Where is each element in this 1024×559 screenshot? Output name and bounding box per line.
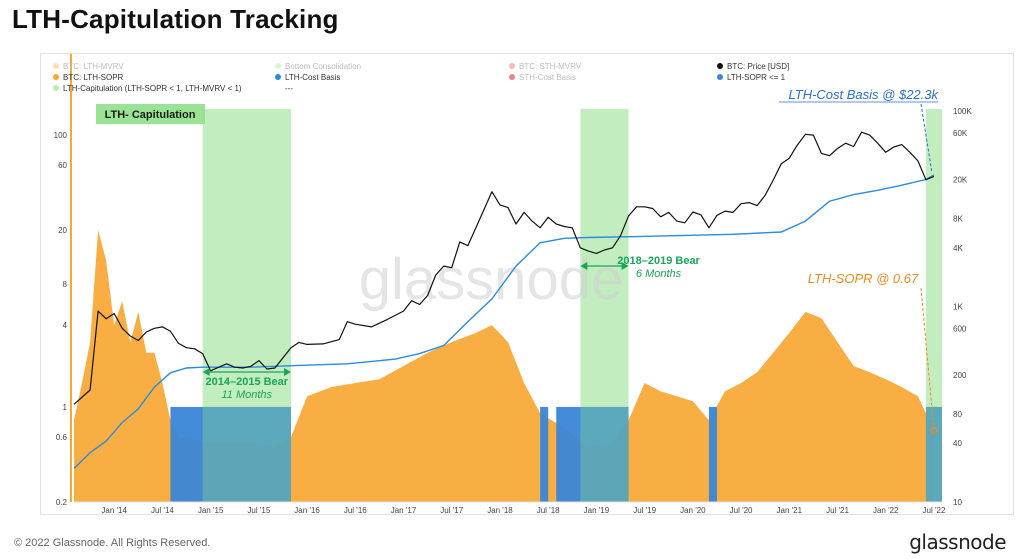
y-left-tick-label: 4 xyxy=(63,321,68,330)
legend-item-label: STH-Cost Basis xyxy=(519,73,576,82)
y-left-tick-label: 1 xyxy=(63,403,68,412)
y-right-tick-label: 60K xyxy=(953,129,968,138)
y-right-tick-label: 600 xyxy=(953,324,967,333)
y-right-tick-label: 200 xyxy=(953,371,967,380)
sopr-callout: LTH-SOPR @ 0.67 xyxy=(808,271,919,286)
capitulation-label-text: LTH- Capitulation xyxy=(105,109,196,121)
sopr-endpoint-marker xyxy=(930,426,938,435)
x-tick-label: Jan '17 xyxy=(391,506,417,514)
y-right-tick-label: 100K xyxy=(953,107,972,116)
page-title: LTH-Capitulation Tracking xyxy=(12,4,339,34)
legend-item-label: LTH-Cost Basis xyxy=(285,73,340,82)
capitulation-overlay-zone xyxy=(580,406,629,502)
x-tick-label: Jul '16 xyxy=(344,506,367,514)
legend-item-label: LTH-Capitulation (LTH-SOPR < 1, LTH-MVRV… xyxy=(63,84,242,93)
lth-sopr-below-1-zone xyxy=(925,406,942,502)
y-left-tick-label: 20 xyxy=(58,226,67,235)
capitulation-overlay-zone xyxy=(925,406,942,502)
legend-item-label: BTC: LTH-MVRV xyxy=(63,62,124,71)
line-series xyxy=(74,131,935,469)
x-tick-label: Jul '15 xyxy=(247,506,270,514)
legend-item-label: Bottom Consolidation xyxy=(285,62,361,71)
x-tick-label: Jan '14 xyxy=(101,506,127,514)
x-tick-label: Jan '22 xyxy=(873,506,899,514)
y-right-tick-label: 4K xyxy=(953,244,963,253)
chart-panel: BTC: LTH-MVRV BTC: LTH-SOPR LTH-Capitulati… xyxy=(40,53,1014,515)
legend-marker xyxy=(509,63,515,69)
x-tick-label: Jan '16 xyxy=(294,506,320,514)
x-tick-label: Jul '17 xyxy=(440,506,463,514)
legend-marker xyxy=(53,74,59,80)
sopr-pointer xyxy=(920,287,935,431)
legend-marker xyxy=(275,74,281,80)
capitulation-zone xyxy=(925,109,942,502)
capitulation-overlay xyxy=(202,406,942,502)
legend-marker xyxy=(717,74,723,80)
bear-2018-title: 2018–2019 Bear xyxy=(617,255,700,267)
legend-marker xyxy=(509,74,515,80)
btc-price-line xyxy=(74,131,935,405)
bear-2018-duration: 6 Months xyxy=(636,268,682,280)
x-tick-label: Jul '14 xyxy=(151,506,174,514)
bear-2014-title: 2014–2015 Bear xyxy=(206,376,289,388)
lth-sopr-below-1-zone xyxy=(540,406,549,502)
y-left-tick-label: 0.2 xyxy=(56,498,68,507)
lth-sopr-series xyxy=(74,230,942,502)
legend-item-label: LTH-SOPR <= 1 xyxy=(727,73,786,82)
axes: Jan '14 Jul '14 Jan '15 Jul '15 Jan '16 Jul '… xyxy=(54,107,973,515)
y-right-tick-label: 10 xyxy=(953,498,962,507)
legend-marker xyxy=(53,85,59,91)
legend-marker xyxy=(717,63,723,69)
legend: BTC: LTH-MVRV BTC: LTH-SOPR LTH-Capitulati… xyxy=(53,62,789,93)
y-right-tick-label: 8K xyxy=(953,214,963,223)
legend-item-label: BTC: STH-MVRV xyxy=(519,62,582,71)
y-right-tick-label: 1K xyxy=(953,303,963,312)
x-tick-label: Jan '18 xyxy=(487,506,513,514)
x-tick-label: Jul '20 xyxy=(730,506,753,514)
legend-item-label: BTC: LTH-SOPR xyxy=(63,73,124,82)
legend-marker xyxy=(53,63,59,69)
bear-2014-duration: 11 Months xyxy=(222,389,273,401)
x-tick-label: Jan '21 xyxy=(777,506,803,514)
legend-item-label: --- xyxy=(285,84,293,93)
x-tick-label: Jan '19 xyxy=(584,506,610,514)
y-right-tick-label: 40 xyxy=(953,439,962,448)
x-tick-label: Jan '20 xyxy=(680,506,706,514)
y-left-tick-label: 0.6 xyxy=(56,433,68,442)
watermark: glassnode xyxy=(359,247,623,312)
lth-cost-basis-line xyxy=(74,174,935,469)
lth-sopr-below-1-zone xyxy=(170,406,291,502)
capitulation-label-box xyxy=(96,104,205,124)
lth-sopr-below-1-zone xyxy=(556,406,629,502)
y-right-tick-label: 80 xyxy=(953,410,962,419)
x-tick-label: Jul '21 xyxy=(826,506,849,514)
x-tick-label: Jul '18 xyxy=(537,506,560,514)
legend-marker xyxy=(275,63,281,69)
footer-brand-logo: glassnode xyxy=(909,530,1006,554)
chart-svg: BTC: LTH-MVRV BTC: LTH-SOPR LTH-Capitulati… xyxy=(53,54,973,515)
footer-copyright: © 2022 Glassnode. All Rights Reserved. xyxy=(14,537,211,549)
y-left-tick-label: 100 xyxy=(54,131,68,140)
cost-basis-callout: LTH-Cost Basis @ $22.3k xyxy=(788,87,939,102)
y-left-tick-label: 8 xyxy=(63,280,68,289)
cost-basis-pointer xyxy=(920,103,933,173)
x-tick-label: Jul '22 xyxy=(923,506,946,514)
lth-sopr-below-1-zone xyxy=(708,406,717,502)
lth-sopr-area xyxy=(74,230,934,502)
y-right-tick-label: 20K xyxy=(953,175,968,184)
capitulation-overlay-zone xyxy=(202,406,291,502)
legend-item-label: BTC: Price [USD] xyxy=(727,62,789,71)
x-tick-label: Jul '19 xyxy=(633,506,656,514)
x-tick-label: Jan '15 xyxy=(198,506,224,514)
y-left-tick-label: 60 xyxy=(58,161,67,170)
